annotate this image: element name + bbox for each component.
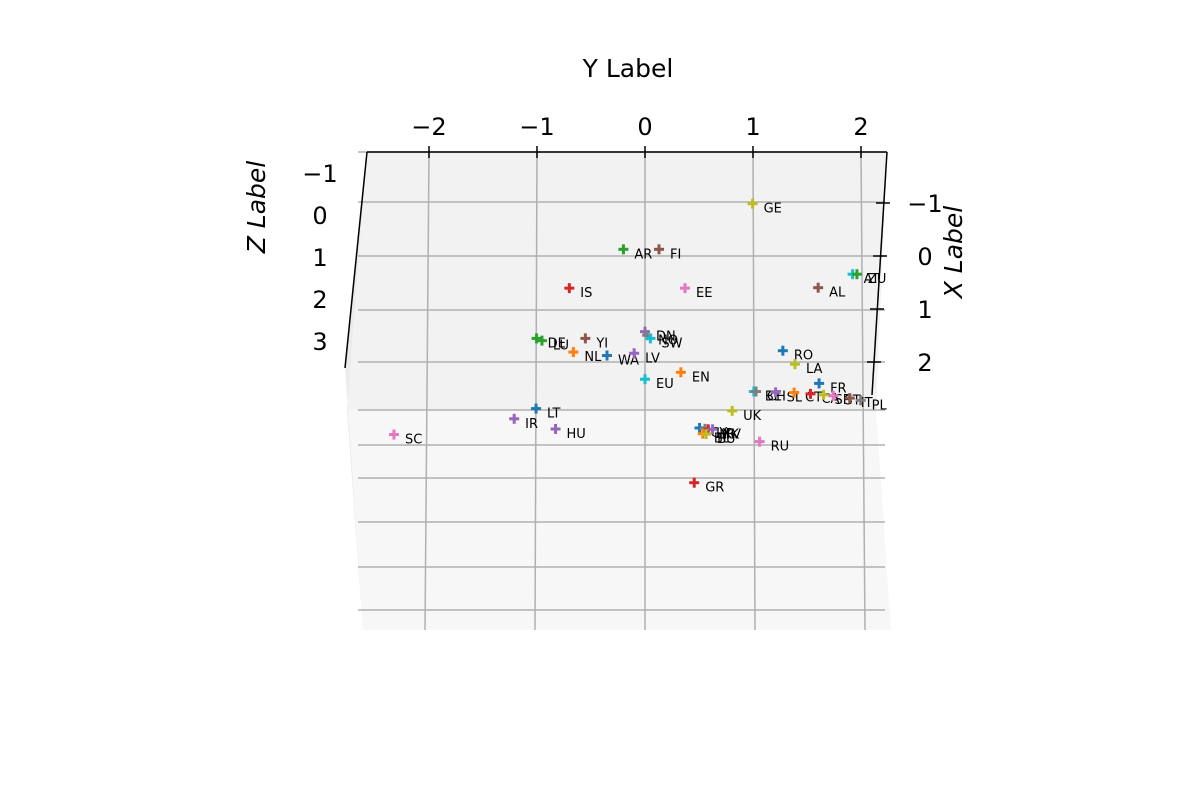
data-point: LA bbox=[789, 359, 823, 377]
point-label: IR bbox=[525, 417, 538, 432]
point-label: WA bbox=[618, 354, 639, 369]
x-tick-label: 2 bbox=[917, 349, 932, 377]
z-tick-label: 2 bbox=[312, 286, 327, 314]
point-label: DN bbox=[656, 330, 676, 345]
point-label: FI bbox=[670, 247, 681, 262]
data-point: EU bbox=[640, 374, 674, 392]
data-point: KV bbox=[707, 424, 742, 442]
y-gridline bbox=[424, 151, 430, 631]
data-point: EN bbox=[675, 367, 710, 385]
y-tick-label: 0 bbox=[637, 113, 652, 141]
point-label: LT bbox=[547, 407, 560, 422]
data-point: AL bbox=[813, 282, 846, 301]
data-point: UK bbox=[727, 405, 762, 424]
point-label: IS bbox=[580, 286, 592, 301]
z-tick-label: −1 bbox=[302, 160, 337, 188]
tick-group: −2 −1 0 1 2 −1 0 1 2 3 −1 0 1 2 bbox=[302, 113, 942, 377]
point-label: AL bbox=[829, 286, 846, 301]
point-label: HR bbox=[716, 427, 735, 442]
data-point: IR bbox=[509, 413, 538, 432]
point-label: RO bbox=[794, 349, 813, 364]
data-point: NL bbox=[568, 347, 602, 365]
point-label: UK bbox=[743, 409, 762, 424]
floor-pane bbox=[347, 410, 891, 630]
y-tick-label: −2 bbox=[411, 113, 446, 141]
point-label: YI bbox=[595, 336, 608, 351]
data-point: YI bbox=[580, 333, 608, 351]
y-gridline bbox=[534, 151, 538, 631]
z-tick-label: 0 bbox=[312, 202, 327, 230]
point-label: EN bbox=[692, 370, 710, 385]
data-point: FI bbox=[654, 244, 681, 262]
z-axis-title: Z Label bbox=[242, 161, 271, 255]
data-point: IS bbox=[564, 283, 592, 301]
point-label: AR bbox=[634, 247, 652, 262]
point-label: SC bbox=[405, 433, 422, 448]
y-axis-title: Y Label bbox=[582, 54, 674, 83]
y-tick-label: 2 bbox=[853, 113, 868, 141]
point-label: EU bbox=[656, 377, 674, 392]
data-point: SC bbox=[388, 429, 422, 448]
point-label: LV bbox=[645, 351, 660, 366]
axis-lines bbox=[344, 151, 888, 396]
data-point: SW bbox=[645, 333, 683, 351]
data-point: ZU bbox=[851, 269, 886, 287]
point-label: LU bbox=[553, 339, 569, 354]
data-point: BU bbox=[701, 429, 736, 447]
point-label: AT bbox=[864, 272, 880, 287]
data-point: PL bbox=[855, 395, 888, 413]
data-point: LV bbox=[629, 348, 660, 366]
point-label: SW bbox=[661, 336, 682, 351]
x-axis-line bbox=[871, 151, 888, 396]
point-label: GE bbox=[764, 202, 782, 217]
back-pane bbox=[347, 152, 887, 410]
point-label: EE bbox=[696, 286, 712, 301]
data-point: SP bbox=[818, 389, 851, 408]
y-tick-label: −1 bbox=[519, 113, 554, 141]
data-point: GE bbox=[747, 198, 782, 217]
x-axis-title: X Label bbox=[939, 206, 968, 301]
point-label: BL bbox=[714, 432, 731, 447]
point-label: SL bbox=[787, 390, 803, 405]
point-label: ZU bbox=[868, 272, 886, 287]
point-label: KV bbox=[724, 427, 742, 442]
point-label: MK bbox=[719, 427, 739, 442]
data-point: HU bbox=[550, 424, 586, 442]
data-point: DE bbox=[531, 333, 566, 351]
data-point: GR bbox=[689, 477, 724, 496]
x-tick-label: −1 bbox=[907, 190, 942, 218]
point-label: BU bbox=[717, 432, 735, 447]
data-point: SL bbox=[770, 387, 803, 405]
point-label: HU bbox=[567, 427, 586, 442]
y-gridline bbox=[860, 151, 866, 631]
point-label: NL bbox=[584, 350, 602, 365]
z-tick-label: 3 bbox=[312, 328, 327, 356]
point-label: RU bbox=[771, 440, 790, 455]
point-label: SP bbox=[835, 393, 851, 408]
x-tick-label: 1 bbox=[917, 296, 932, 324]
point-label: IT bbox=[861, 396, 873, 411]
data-point: AR bbox=[618, 244, 652, 262]
data-point: IT bbox=[844, 393, 873, 411]
x-tick-label: 0 bbox=[917, 243, 932, 271]
data-point: RU bbox=[754, 436, 790, 455]
y-tick-label: 1 bbox=[745, 113, 760, 141]
point-label: LA bbox=[806, 362, 823, 377]
data-point: RO bbox=[777, 345, 813, 364]
data-point: EE bbox=[680, 283, 712, 301]
z-axis-line bbox=[344, 151, 368, 369]
point-label: DE bbox=[548, 336, 566, 351]
point-label: PL bbox=[872, 398, 888, 413]
point-label: GR bbox=[705, 481, 724, 496]
z-tick-label: 1 bbox=[312, 244, 327, 272]
point-label: NO bbox=[658, 333, 678, 348]
data-point: LU bbox=[536, 335, 569, 354]
data-point: LT bbox=[531, 403, 561, 422]
